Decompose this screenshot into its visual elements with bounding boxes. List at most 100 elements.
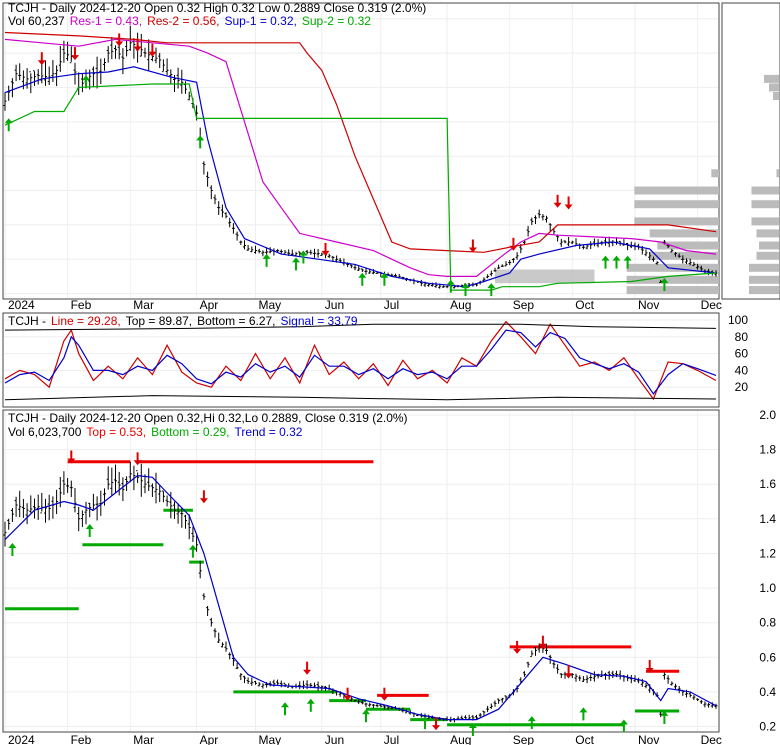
side-volume-profile xyxy=(749,74,779,295)
legend-entry: Vol 6,023,700 xyxy=(8,425,82,439)
trend-lines xyxy=(3,461,718,723)
x-tick-label: 2024 xyxy=(8,733,35,745)
x-tick-label: Oct xyxy=(575,298,594,312)
x-tick-label: Nov xyxy=(638,298,659,312)
x-tick-label: Feb xyxy=(71,733,92,745)
volume-profile-bar xyxy=(626,275,719,284)
y-tick-label: 1.6 xyxy=(759,477,776,491)
side-profile-bar xyxy=(749,263,779,272)
x-tick-label: Mar xyxy=(133,733,154,745)
x-tick-label: Dec xyxy=(701,298,722,312)
x-tick-label: Oct xyxy=(575,733,594,745)
down-arrow-head xyxy=(67,458,76,464)
down-arrow-head xyxy=(321,250,330,256)
side-profile-bar xyxy=(759,241,779,250)
up-arrow-head xyxy=(421,716,429,722)
down-arrow-head xyxy=(71,55,79,61)
up-arrow-head xyxy=(579,707,588,713)
down-arrow-head xyxy=(509,245,518,251)
up-arrow-head xyxy=(299,250,308,256)
x-tick-label: May xyxy=(259,733,282,745)
side-profile-frame xyxy=(721,2,780,300)
legend-entry: TCJH - xyxy=(8,314,46,328)
up-arrow-head xyxy=(612,255,621,261)
price-x-axis: 2024 Feb Mar Apr May Jun Jul Aug Sep Oct Nov Dec xyxy=(8,298,722,312)
y-tick-label: 2.0 xyxy=(759,408,776,422)
up-arrow-head xyxy=(85,524,94,529)
y-tick-label: 0.6 xyxy=(759,650,776,664)
trend-panel-frame xyxy=(2,409,720,733)
y-tick-label: 100 xyxy=(728,313,748,327)
series-res-1 xyxy=(4,38,717,277)
volume-profile-bar xyxy=(634,217,719,226)
price-panel: 1.81.61.41.21.00.80.60.40.2 2024FebMarAp… xyxy=(2,1,780,312)
down-arrow-head xyxy=(115,41,124,47)
price-legend: Vol 60,237 Res-1 = 0.43, Res-2 = 0.56, Sup-… xyxy=(8,14,371,28)
side-profile-bar xyxy=(769,83,779,92)
down-arrow-head xyxy=(148,51,157,57)
up-arrow-head xyxy=(82,75,90,81)
up-arrow-head xyxy=(262,253,271,259)
legend-entry: Top = 0.53, xyxy=(86,425,146,439)
down-arrow-head xyxy=(564,204,573,210)
legend-entry: Bottom = 6.27, xyxy=(197,314,275,328)
trend-grid xyxy=(4,411,718,731)
stochastic-y-axis: 100 80 60 40 20 xyxy=(728,313,748,394)
up-arrow-head xyxy=(468,723,477,728)
down-arrow-head xyxy=(538,643,547,649)
legend-entry: Vol 60,237 xyxy=(8,14,65,28)
y-tick-label: 0.2 xyxy=(759,720,776,734)
up-arrow-head xyxy=(461,283,470,289)
stochastic-panel: 100 80 60 40 20 TCJH - Line = 29.28, Top = 89.… xyxy=(2,312,748,408)
up-arrow-head xyxy=(306,698,315,704)
y-tick-label: 0.8 xyxy=(759,616,776,630)
up-arrow-head xyxy=(196,135,205,141)
trend-x-axis: 2024 Feb Mar Apr May Jun Jul Aug Sep Oct Nov Dec xyxy=(8,733,722,745)
x-tick-label: Jun xyxy=(325,733,344,745)
down-arrow-head xyxy=(645,668,654,673)
volume-profile-bar xyxy=(649,251,719,260)
up-arrow-head xyxy=(8,543,17,548)
side-profile-bar xyxy=(751,217,779,226)
up-arrow-head xyxy=(660,278,669,283)
side-profile-bar xyxy=(776,169,779,178)
side-profile-bar xyxy=(764,74,779,83)
x-tick-label: 2024 xyxy=(8,298,35,312)
stochastic-lines xyxy=(4,320,717,401)
up-arrow-head xyxy=(623,255,632,261)
price-lines xyxy=(3,25,718,291)
x-tick-label: Dec xyxy=(701,733,722,745)
legend-entry: Top = 89.87, xyxy=(126,314,192,328)
side-profile-bar xyxy=(756,251,779,260)
x-tick-label: Nov xyxy=(638,733,659,745)
x-tick-label: Aug xyxy=(450,733,471,745)
x-tick-label: May xyxy=(259,298,282,312)
x-tick-label: Mar xyxy=(133,298,154,312)
side-profile-bar xyxy=(773,92,779,100)
x-tick-label: Sep xyxy=(513,298,535,312)
series-res-2 xyxy=(4,31,717,253)
series-sup-2 xyxy=(4,83,717,291)
volume-profile-bar xyxy=(649,229,719,238)
signal-arrows xyxy=(4,33,669,297)
down-arrow-head xyxy=(432,725,440,731)
y-tick-label: 60 xyxy=(735,347,749,361)
volume-profile-bar xyxy=(634,200,719,209)
y-tick-label: 0.4 xyxy=(759,685,776,699)
y-tick-label: 40 xyxy=(735,363,749,377)
down-arrow-head xyxy=(564,673,573,679)
down-arrow-head xyxy=(513,648,522,654)
y-tick-label: 1.2 xyxy=(759,547,776,561)
volume-profile-bar xyxy=(711,169,719,178)
side-profile-bar xyxy=(751,186,779,195)
x-tick-label: Apr xyxy=(200,733,219,745)
legend-entry: Trend = 0.32 xyxy=(235,425,303,439)
up-arrow-head xyxy=(188,544,197,550)
volume-profile-bar xyxy=(657,241,719,250)
series-signal xyxy=(4,329,717,395)
price-header-line-1: TCJH - Daily 2024-12-20 Open 0.32 High 0… xyxy=(8,1,426,15)
stochastic-legend: TCJH - Line = 29.28, Top = 89.87, Bottom = … xyxy=(8,314,358,328)
trend-legend: Vol 6,023,700 Top = 0.53, Bottom = 0.29, Tr… xyxy=(8,425,303,439)
y-tick-label: 1.4 xyxy=(759,512,776,526)
side-profile-bar xyxy=(749,275,779,284)
